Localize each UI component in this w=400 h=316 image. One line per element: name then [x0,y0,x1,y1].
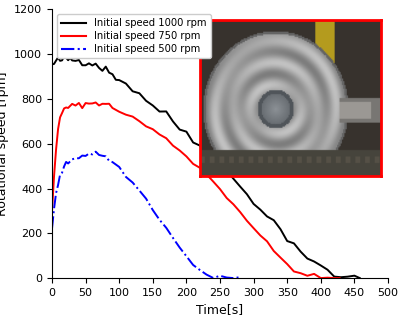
Initial speed 500 rpm [50,227,54,231]
Initial speed 500 rpm [58,173,62,177]
Initial speed 500 rpm [83,154,88,158]
Initial speed 750 rpm [50,209,54,213]
Initial speed 500 rpm [90,153,95,156]
Initial speed 500 rpm [144,197,148,201]
X-axis label: Time[s]: Time[s] [196,303,244,316]
Initial speed 500 rpm [68,160,72,163]
Initial speed 500 rpm [191,263,196,267]
Initial speed 1000 rpm [312,260,316,264]
Initial speed 500 rpm [164,226,169,230]
Initial speed 500 rpm [64,160,68,164]
Initial speed 750 rpm [224,196,229,200]
Initial speed 500 rpm [157,218,162,222]
Initial speed 500 rpm [80,154,85,157]
Initial speed 500 rpm [218,274,222,278]
Initial speed 500 rpm [93,150,98,154]
Initial speed 1000 rpm [177,128,182,131]
Initial speed 1000 rpm [204,155,209,159]
Initial speed 500 rpm [54,191,58,195]
Initial speed 750 rpm [86,102,91,106]
Initial speed 500 rpm [184,254,189,258]
Initial speed 500 rpm [130,181,135,185]
Initial speed 500 rpm [170,236,175,240]
Initial speed 500 rpm [204,273,209,276]
Line: Initial speed 750 rpm: Initial speed 750 rpm [52,102,340,278]
Initial speed 750 rpm [130,115,135,118]
Initial speed 500 rpm [56,183,60,187]
Initial speed 500 rpm [100,154,105,158]
Initial speed 1000 rpm [110,72,115,76]
Initial speed 500 rpm [177,246,182,249]
Initial speed 750 rpm [231,203,236,206]
Initial speed 1000 rpm [86,61,91,65]
Initial speed 750 rpm [93,100,98,104]
Line: Initial speed 1000 rpm: Initial speed 1000 rpm [52,56,360,278]
Initial speed 500 rpm [110,160,115,164]
Initial speed 500 rpm [124,175,128,179]
Legend: Initial speed 1000 rpm, Initial speed 750 rpm, Initial speed 500 rpm: Initial speed 1000 rpm, Initial speed 75… [57,15,210,58]
Initial speed 500 rpm [62,165,66,168]
Initial speed 500 rpm [150,208,155,212]
Initial speed 750 rpm [54,148,58,152]
Initial speed 750 rpm [337,276,342,280]
Initial speed 500 rpm [60,171,64,174]
Initial speed 1000 rpm [80,63,85,67]
Initial speed 500 rpm [70,157,74,161]
Initial speed 500 rpm [236,276,241,279]
Initial speed 500 rpm [231,276,236,280]
Initial speed 500 rpm [107,159,112,163]
Initial speed 500 rpm [117,165,122,169]
Y-axis label: Rotational speed [rpm]: Rotational speed [rpm] [0,71,8,216]
Initial speed 500 rpm [73,156,78,160]
Initial speed 1000 rpm [50,63,54,66]
Initial speed 500 rpm [76,156,81,160]
Initial speed 750 rpm [318,276,323,280]
Line: Initial speed 500 rpm: Initial speed 500 rpm [52,152,239,278]
Initial speed 500 rpm [52,207,56,211]
Initial speed 500 rpm [198,268,202,272]
Initial speed 750 rpm [56,127,60,131]
Initial speed 500 rpm [103,155,108,158]
Initial speed 1000 rpm [62,54,66,58]
Initial speed 500 rpm [97,153,102,157]
Initial speed 500 rpm [137,189,142,192]
Initial speed 500 rpm [66,161,70,165]
Initial speed 500 rpm [224,276,229,279]
Initial speed 500 rpm [86,152,91,155]
Initial speed 1000 rpm [357,276,362,280]
Initial speed 500 rpm [211,276,216,280]
